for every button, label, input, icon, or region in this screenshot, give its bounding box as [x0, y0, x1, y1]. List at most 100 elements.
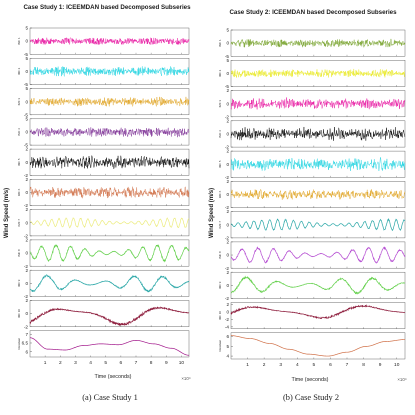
y-tick-label: -2 [225, 114, 230, 119]
y-tick-label: 0 [226, 283, 229, 288]
y-tick-label: 2 [226, 209, 229, 214]
x-tick-label: 2 [263, 362, 266, 368]
y-axis-label-b: Wind Speed (m/s) [209, 188, 215, 238]
x-tick-label: 7 [135, 360, 138, 366]
y-tick-label: -2 [24, 203, 29, 208]
subplot-imf-6-a: 2 0 -2 IMF 6 [17, 177, 190, 208]
series-label-imf-4: IMF 4 [218, 130, 222, 138]
x-tick-label: 6 [329, 362, 332, 368]
x-axis-label-a: Time (seconds) [95, 374, 132, 380]
y-tick-label: 0 [25, 311, 28, 316]
x-tick-label: 9 [379, 362, 382, 368]
y-tick-label: 2 [226, 149, 229, 154]
series-label-imf-2: IMF 2 [17, 67, 21, 75]
y-tick-label: 0 [226, 132, 229, 137]
x-tick-label: 8 [150, 360, 153, 366]
x-tick-label: 5 [104, 360, 107, 366]
y-tick-label: 2 [25, 147, 28, 152]
y-tick-label: 5 [226, 58, 229, 63]
y-tick-label: -2 [225, 266, 230, 271]
y-tick-label: -5 [24, 112, 29, 117]
subplot-imf-7-a: 2 0 -2 IMF 7 [17, 207, 190, 239]
y-tick-label: 2 [226, 240, 229, 245]
series-label-imf-9: IMF 9 [17, 279, 21, 287]
subplot-imf-4-a: 5 0 -5 IMF 4 [17, 116, 190, 148]
series-line-imf-6 [29, 186, 190, 199]
subplot-imf-9-a: 2 0 -2 IMF 9 [17, 268, 190, 299]
x-tick-label: 4 [296, 362, 299, 368]
subplot-imf-8-b: 2 0 -2 IMF 8 [218, 240, 406, 271]
y-tick-label: 2 [226, 270, 229, 275]
y-tick-label: 5 [226, 344, 229, 349]
series-line-imf-3 [29, 96, 190, 108]
series-label-imf-8: IMF 8 [17, 249, 21, 257]
series-label-imf-5: IMF 5 [17, 158, 21, 166]
y-tick-label: 0 [25, 220, 28, 225]
series-label-imf-6: IMF 6 [218, 190, 222, 198]
series-label-imf-1: IMF 1 [218, 39, 222, 47]
series-line-imf-7 [230, 217, 406, 231]
y-tick-label: 7 [25, 332, 28, 337]
caption-b: (b) Case Study 2 [282, 393, 340, 402]
y-tick-label: 6 [226, 334, 229, 339]
y-tick-label: 2 [25, 207, 28, 212]
x-exponent-b: ×10⁴ [397, 377, 406, 382]
subplot-imf-10-a: 2 0 -2 IMF 10 [17, 298, 190, 329]
subplot-imf-7-b: 2 0 -2 IMF 7 [218, 209, 406, 241]
caption-a: (a) Case Study 1 [82, 393, 138, 402]
y-tick-label: 2 [25, 238, 28, 243]
y-tick-label: 0 [226, 192, 229, 197]
series-label-imf-10: IMF 10 [218, 311, 222, 320]
subplot-imf-3-a: 5 0 -5 IMF 3 [17, 86, 190, 117]
y-tick-label: 0 [226, 162, 229, 167]
series-label-imf-2: IMF 2 [218, 69, 222, 77]
series-line-residual [231, 335, 405, 357]
series-label-imf-5: IMF 5 [218, 160, 222, 168]
series-line-residual [29, 337, 190, 356]
y-tick-label: 0 [25, 39, 28, 44]
axes-frame [29, 269, 190, 297]
subplot-imf-6-b: 2 0 -2 IMF 6 [218, 179, 406, 210]
series-label-residual: Residual [218, 340, 222, 352]
axes-frame [29, 209, 190, 237]
y-tick-label: 0 [226, 101, 229, 106]
axes-frame [230, 332, 406, 360]
subplot-imf-5-b: 2 0 -2 IMF 5 [218, 149, 406, 180]
y-tick-label: 0 [25, 69, 28, 74]
series-line-imf-2 [230, 68, 406, 78]
subplot-imf-3-b: 2 0 -2 IMF 3 [218, 88, 406, 119]
series-label-imf-10: IMF 10 [17, 309, 21, 318]
y-tick-label: -5 [24, 143, 29, 148]
y-tick-label: 0 [25, 251, 28, 256]
y-tick-label: 0 [25, 190, 28, 195]
x-tick-label: 1 [44, 360, 47, 366]
series-line-imf-1 [29, 37, 190, 46]
y-tick-label: 0 [25, 99, 28, 104]
x-tick-label: 10 [394, 362, 400, 368]
x-tick-label: 4 [89, 360, 92, 366]
y-tick-label: 6.5 [22, 341, 29, 346]
x-axis-label-b: Time (seconds) [292, 377, 329, 383]
subplot-imf-1-b: 5 0 -5 IMF 1 [218, 28, 406, 59]
axes-frame [230, 211, 406, 239]
subplot-imf-2-b: 5 0 -5 IMF 2 [218, 58, 406, 89]
y-tick-label: 4 [226, 354, 229, 359]
y-tick-label: -2 [24, 173, 29, 178]
y-tick-label: -2 [24, 234, 29, 239]
y-tick-label: 5 [25, 56, 28, 61]
y-tick-label: 0 [25, 281, 28, 286]
series-line-imf-10 [29, 306, 190, 327]
y-tick-label: 5 [25, 116, 28, 121]
series-label-imf-1: IMF 1 [17, 37, 21, 45]
x-exponent-a: ×10⁴ [181, 376, 190, 381]
y-tick-label: -2 [225, 296, 230, 301]
y-tick-label: 2 [25, 298, 28, 303]
x-tick-label: 6 [120, 360, 123, 366]
subplot-imf-2-a: 5 0 -5 IMF 2 [17, 56, 190, 87]
series-label-imf-8: IMF 8 [218, 251, 222, 259]
subplot-imf-9-b: 2 0 -2 IMF 9 [218, 270, 406, 301]
axes-frame [29, 300, 190, 327]
series-line-imf-9 [29, 274, 190, 293]
